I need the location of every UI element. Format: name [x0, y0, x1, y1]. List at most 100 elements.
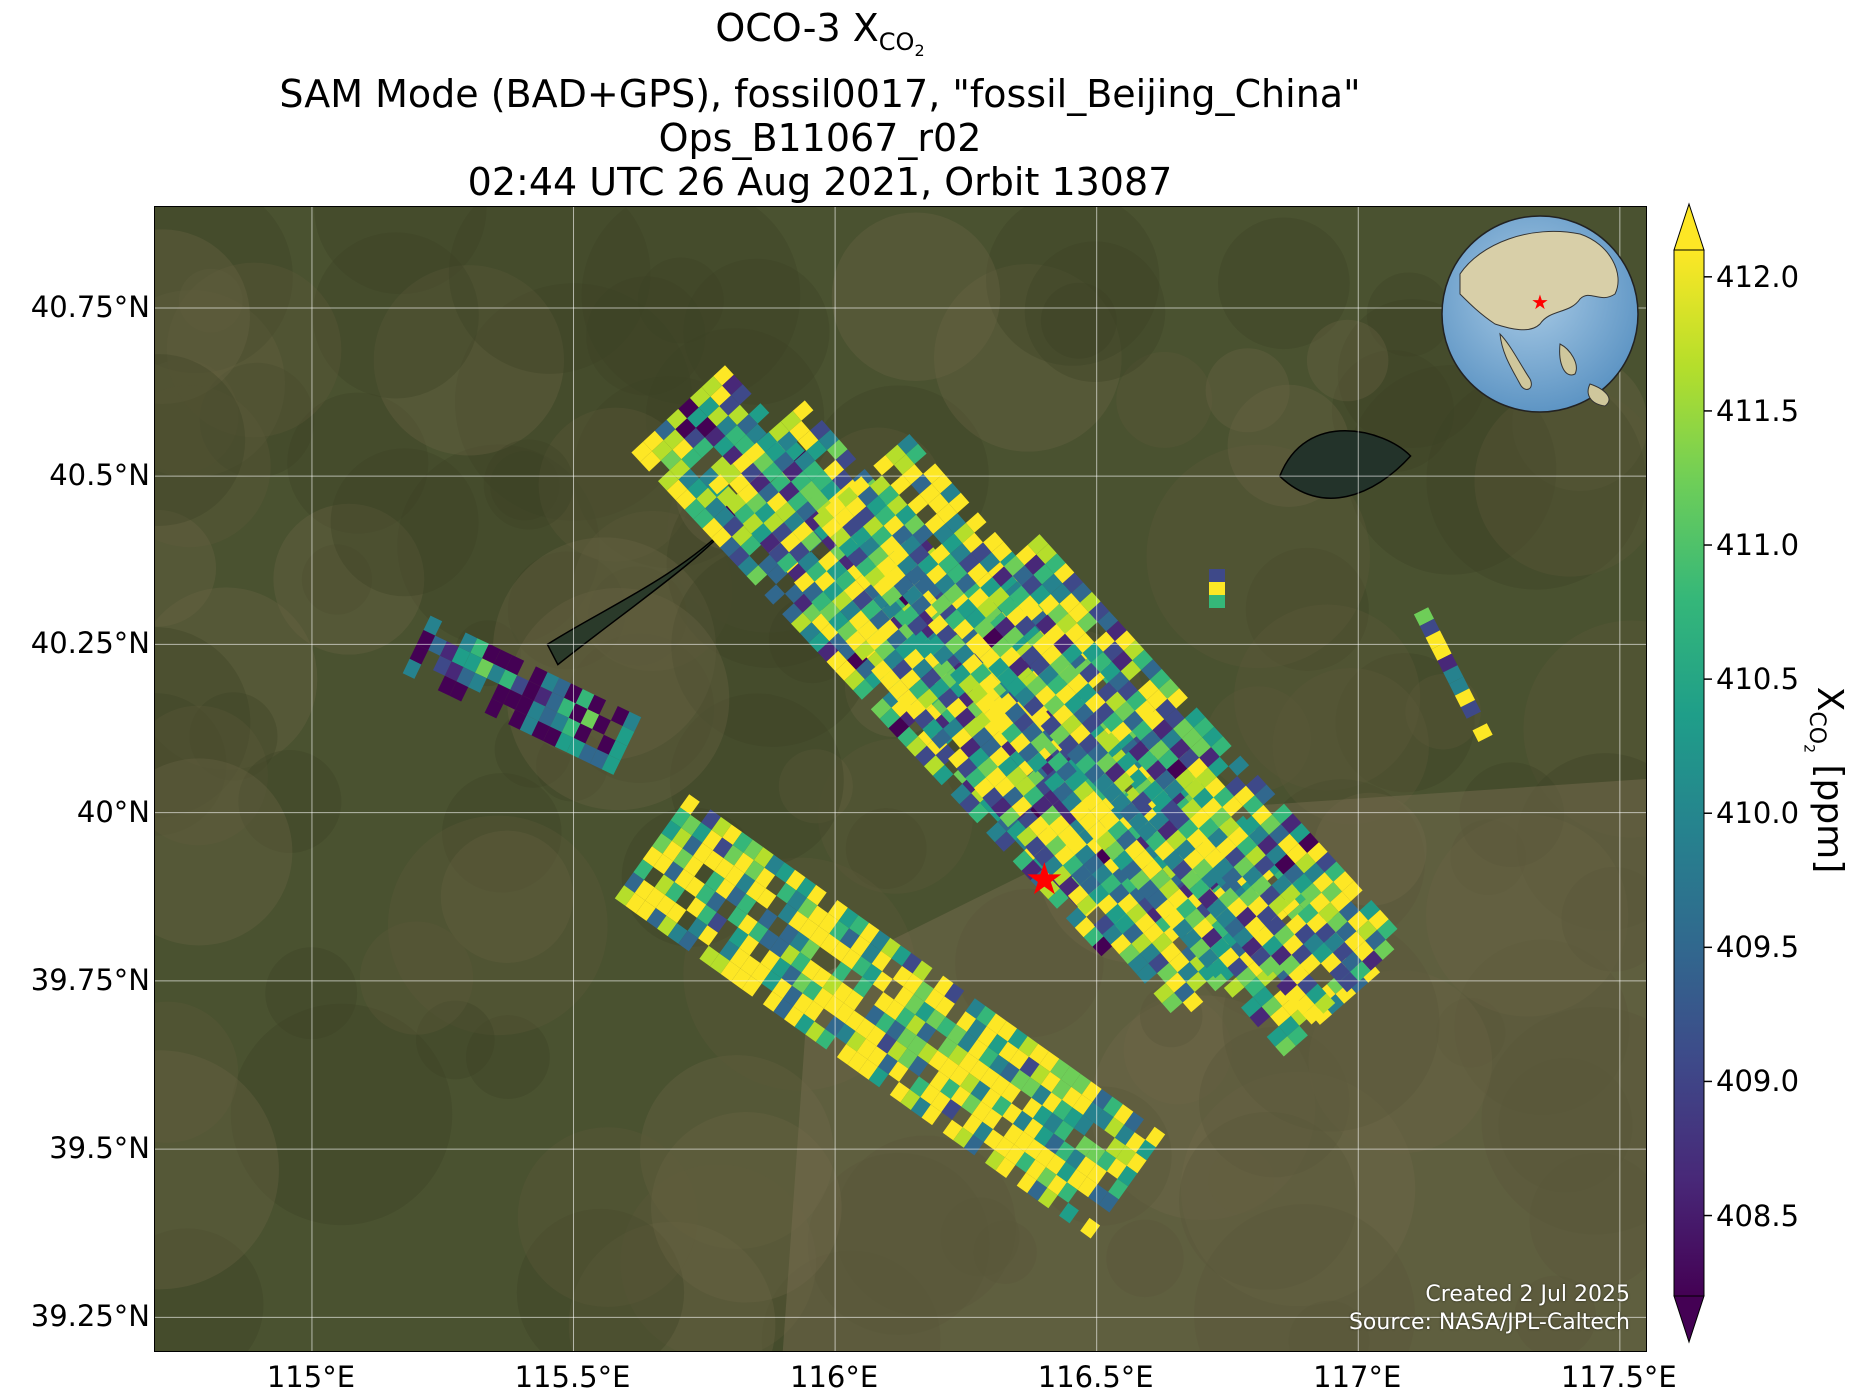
- sounding-cell: [550, 712, 569, 733]
- sounding-cell: [916, 1022, 937, 1043]
- sounding-cell: [1084, 763, 1105, 784]
- sounding-cell: [1280, 884, 1301, 905]
- sounding-cell: [981, 1088, 1001, 1109]
- sounding-cell: [758, 482, 779, 503]
- sounding-cell: [614, 885, 635, 906]
- sounding-cell: [994, 616, 1016, 638]
- sounding-cell: [1136, 1139, 1156, 1161]
- sounding-cell: [580, 709, 600, 730]
- sounding-cell: [1274, 854, 1296, 875]
- sounding-cell: [1176, 898, 1197, 919]
- sounding-cell: [1052, 1099, 1073, 1121]
- sounding-cell: [1151, 790, 1173, 811]
- sounding-cell: [778, 481, 800, 502]
- sounding-cell: [1106, 620, 1127, 642]
- sounding-cell: [977, 597, 998, 618]
- sounding-cell: [1003, 555, 1025, 576]
- sounding-cell: [1139, 943, 1161, 964]
- map-panel[interactable]: ★: [154, 206, 1647, 1352]
- sounding-cell: [657, 915, 677, 937]
- sounding-cell: [493, 649, 513, 670]
- sounding-cell: [761, 462, 783, 483]
- sounding-cell: [449, 681, 469, 702]
- sounding-cell: [1155, 899, 1176, 920]
- sounding-cell: [737, 914, 758, 935]
- sounding-cell: [792, 400, 814, 421]
- terrain-patch: [1436, 998, 1506, 1068]
- sounding-cell: [910, 1097, 931, 1118]
- sounding-cell: [984, 703, 1005, 724]
- sounding-cell: [645, 887, 666, 908]
- sounding-cell: [811, 470, 833, 491]
- map-canvas[interactable]: ★: [155, 207, 1646, 1351]
- sounding-cell: [725, 425, 746, 446]
- sounding-cell: [911, 473, 932, 495]
- sounding-cell: [780, 410, 802, 432]
- sounding-cell: [905, 565, 927, 586]
- sounding-cell: [1335, 921, 1357, 942]
- sounding-cell: [1212, 857, 1234, 878]
- sounding-cell: [945, 513, 966, 534]
- sounding-cell: [1065, 623, 1086, 644]
- sounding-cell: [533, 686, 553, 707]
- sounding-cell: [965, 633, 987, 654]
- sounding-cell: [857, 486, 879, 507]
- sounding-cell: [977, 1026, 998, 1047]
- sounding-cell: [1074, 844, 1096, 865]
- sounding-cell: [720, 463, 742, 484]
- sounding-cell: [965, 608, 986, 629]
- sounding-cell: [1218, 887, 1240, 908]
- sounding-cell: [1206, 898, 1228, 919]
- sounding-cell: [746, 493, 767, 514]
- sounding-cell: [1117, 680, 1138, 702]
- sounding-cell: [850, 526, 872, 547]
- sounding-cell: [880, 937, 901, 959]
- sounding-cell: [545, 692, 564, 713]
- sounding-cell: [1039, 1051, 1060, 1072]
- sounding-cell: [1105, 1137, 1126, 1159]
- sounding-cell: [986, 1013, 1007, 1034]
- sounding-cell: [968, 747, 990, 768]
- sounding-cell: [1093, 1109, 1114, 1131]
- sounding-cell: [1062, 572, 1084, 593]
- sounding-cell: [997, 1021, 1018, 1042]
- sounding-cell: [1143, 780, 1164, 801]
- sounding-cell: [1056, 613, 1077, 634]
- sounding-cell: [924, 988, 945, 1010]
- sounding-cell: [1207, 756, 1229, 778]
- sounding-cell: [1201, 927, 1223, 949]
- sounding-cell: [498, 669, 518, 690]
- title-line-4: 02:44 UTC 26 Aug 2021, Orbit 13087: [467, 160, 1173, 205]
- sounding-cell: [1251, 804, 1273, 826]
- sounding-cell: [1204, 847, 1225, 869]
- sounding-cell: [1183, 849, 1205, 870]
- colorbar-tick-label: 410.0: [1716, 796, 1800, 831]
- sounding-cell: [1124, 1111, 1144, 1133]
- sounding-cell: [1148, 952, 1169, 974]
- sounding-cell: [1010, 1069, 1031, 1091]
- sounding-cell: [1187, 757, 1208, 779]
- sounding-cell: [1087, 743, 1109, 764]
- terrain-patch: [986, 207, 1160, 366]
- sounding-cell: [876, 556, 898, 577]
- sounding-cell: [931, 728, 952, 749]
- sounding-cell: [849, 476, 870, 497]
- sounding-cell: [1110, 792, 1132, 813]
- sounding-cell: [1038, 594, 1060, 615]
- sounding-cell: [1359, 900, 1381, 921]
- sounding-cell: [1166, 759, 1188, 780]
- sounding-cell: [905, 699, 926, 720]
- sounding-cell: [790, 952, 811, 973]
- sounding-cell: [970, 1080, 991, 1102]
- sounding-cell: [681, 814, 702, 836]
- sounding-cell: [989, 1054, 1010, 1076]
- sounding-cell: [1023, 1118, 1044, 1139]
- sounding-cell: [719, 940, 740, 961]
- sounding-cell: [486, 663, 506, 684]
- sounding-cell: [1027, 1180, 1048, 1201]
- sounding-cell: [1036, 543, 1057, 565]
- sounding-cell: [678, 468, 700, 490]
- sounding-cell: [907, 628, 928, 649]
- sounding-cell: [1014, 1131, 1034, 1152]
- sounding-cell: [1289, 823, 1311, 844]
